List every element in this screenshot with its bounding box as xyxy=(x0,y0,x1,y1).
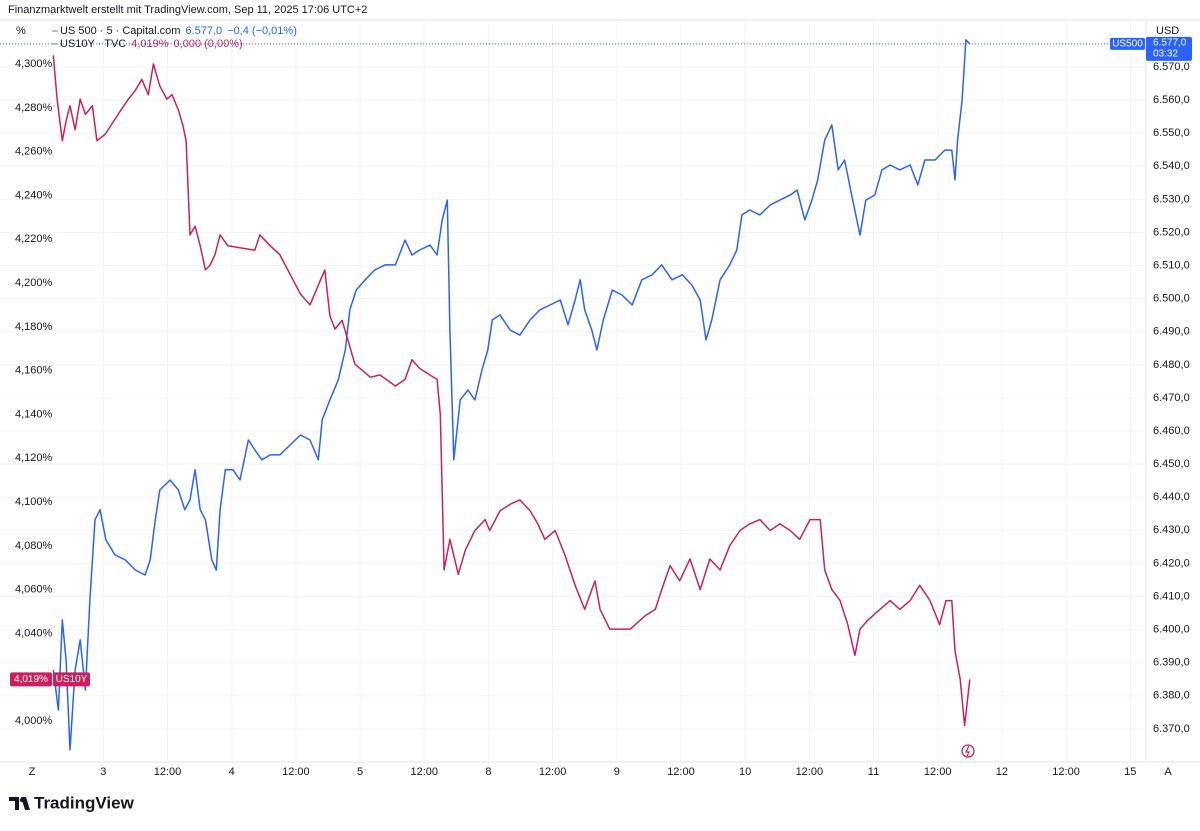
symbol-tag-label: US10Y xyxy=(56,674,88,685)
y-tick-label: 4,300% xyxy=(15,58,53,70)
y2-tick-label: 6.420,0 xyxy=(1153,557,1190,569)
y-tick-label: 4,260% xyxy=(15,146,53,158)
series-line xyxy=(52,39,971,751)
x-tick-label: 11 xyxy=(868,766,879,778)
price-tag xyxy=(10,672,52,687)
countdown-label: 03:32 xyxy=(1153,48,1178,59)
y2-tick-label: 6.440,0 xyxy=(1153,491,1190,503)
x-tick-label: 12:00 xyxy=(796,766,824,778)
y2-tick-label: 6.450,0 xyxy=(1153,458,1190,470)
legend-entry: US10Y · TVC 4,019% 0,000 (0,00%) xyxy=(60,38,243,50)
control-button[interactable]: A xyxy=(1164,766,1172,778)
legend-last-label: 6.577,0 xyxy=(185,25,222,37)
brand-name: TradingView xyxy=(34,793,135,812)
y2-tick-label: 6.490,0 xyxy=(1153,326,1190,338)
y-tick-label: 4,100% xyxy=(15,496,53,508)
x-tick-label: 12:00 xyxy=(539,766,567,778)
symbol-tag-label: US500 xyxy=(1112,38,1143,49)
x-tick-label: 12:00 xyxy=(154,766,182,778)
live-icon xyxy=(961,744,975,758)
brand-logo xyxy=(9,797,30,810)
y2-tick-label: 6.530,0 xyxy=(1153,193,1190,205)
price-tag xyxy=(1146,36,1192,61)
y-tick-label: 4,240% xyxy=(15,189,53,201)
y2-tick-label: 6.550,0 xyxy=(1153,127,1190,139)
right-axis-unit: USD xyxy=(1156,25,1179,37)
x-tick-label: 9 xyxy=(614,766,620,778)
y-tick-label: 4,200% xyxy=(15,277,53,289)
y-tick-label: 4,060% xyxy=(15,584,53,596)
x-tick-label: 5 xyxy=(357,766,363,778)
x-tick-label: 12:00 xyxy=(1052,766,1080,778)
y-tick-label: 4,000% xyxy=(15,715,53,727)
y2-tick-label: 6.570,0 xyxy=(1153,61,1190,73)
x-tick-label: 10 xyxy=(739,766,751,778)
legend-entry: US 500 · 5 · Capital.com 6.577,0 −0,4 (−0,… xyxy=(60,25,297,37)
y-tick-label: 4,140% xyxy=(15,408,53,420)
y-tick-label: 4,180% xyxy=(15,321,53,333)
y-tick-label: 4,280% xyxy=(15,102,53,114)
legend-change-label: 0,000 (0,00%) xyxy=(174,38,243,50)
y2-tick-label: 6.370,0 xyxy=(1153,723,1190,735)
legend-last-label: 4,019% xyxy=(131,38,169,50)
symbol-tag xyxy=(53,672,90,687)
y2-tick-label: 6.410,0 xyxy=(1153,590,1190,602)
left-axis-unit: % xyxy=(16,25,26,37)
symbol-tag xyxy=(1110,37,1145,50)
legend-name: US10Y · TVC xyxy=(60,38,126,50)
x-tick-label: 15 xyxy=(1124,766,1136,778)
legend-change-label: −0,4 (−0,01%) xyxy=(227,25,297,37)
price-tag-label: 4,019% xyxy=(14,674,48,685)
y-tick-label: 4,080% xyxy=(15,540,53,552)
series-line xyxy=(52,55,971,727)
y2-tick-label: 6.500,0 xyxy=(1153,293,1190,305)
x-tick-label: 12:00 xyxy=(924,766,952,778)
y2-tick-label: 6.400,0 xyxy=(1153,624,1190,636)
legend-name: US 500 · 5 · Capital.com xyxy=(60,25,180,37)
x-tick-label: 12:00 xyxy=(410,766,438,778)
y-tick-label: 4,120% xyxy=(15,452,53,464)
y-tick-label: 4,220% xyxy=(15,233,53,245)
y2-tick-label: 6.430,0 xyxy=(1153,524,1190,536)
x-tick-label: 3 xyxy=(100,766,106,778)
x-tick-label: 12:00 xyxy=(282,766,310,778)
control-button[interactable]: Z xyxy=(29,766,36,778)
x-tick-label: 4 xyxy=(229,766,235,778)
price-tag-label: 6.577,0 xyxy=(1153,37,1187,48)
header-title: Finanzmarktwelt erstellt mit TradingView… xyxy=(8,4,367,16)
y2-tick-label: 6.460,0 xyxy=(1153,425,1190,437)
x-tick-label: 8 xyxy=(485,766,491,778)
x-tick-label: 12:00 xyxy=(667,766,695,778)
grid xyxy=(0,22,1145,762)
y2-tick-label: 6.540,0 xyxy=(1153,160,1190,172)
y2-tick-label: 6.390,0 xyxy=(1153,657,1190,669)
y2-tick-label: 6.480,0 xyxy=(1153,359,1190,371)
y-tick-label: 4,040% xyxy=(15,627,53,639)
y-tick-label: 4,160% xyxy=(15,365,53,377)
y2-tick-label: 6.510,0 xyxy=(1153,259,1190,271)
y2-tick-label: 6.560,0 xyxy=(1153,94,1190,106)
y2-tick-label: 6.380,0 xyxy=(1153,690,1190,702)
y2-tick-label: 6.470,0 xyxy=(1153,392,1190,404)
x-tick-label: 12 xyxy=(996,766,1008,778)
y2-tick-label: 6.520,0 xyxy=(1153,226,1190,238)
